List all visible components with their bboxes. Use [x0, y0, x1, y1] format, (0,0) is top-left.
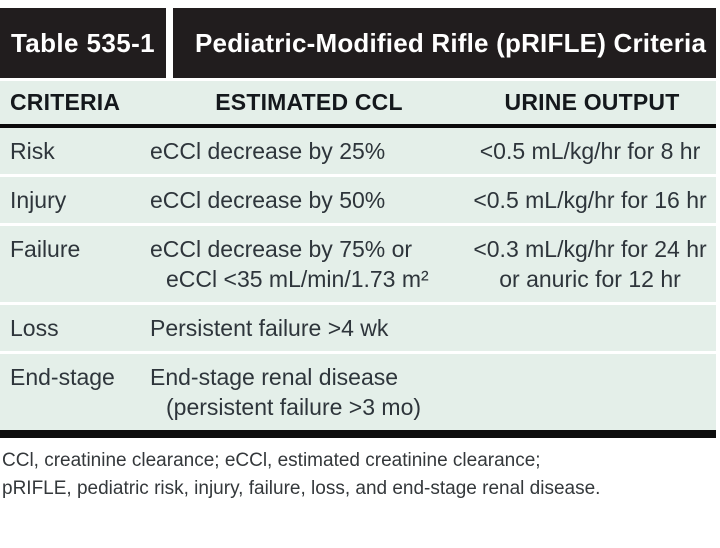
estimated-ccl-cell: eCCl decrease by 50%: [150, 187, 386, 213]
urine-output-cell: <0.5 mL/kg/hr for 16 hr: [473, 187, 707, 213]
column-header-urine-output: URINE OUTPUT: [504, 89, 680, 115]
estimated-ccl-cell: Persistent failure >4 wk: [150, 315, 389, 341]
urine-output-cell: <0.3 mL/kg/hr for 24 hr or anuric for 12…: [473, 236, 707, 292]
table-header-bar: Table 535-1 Pediatric-Modified Rifle (pR…: [0, 8, 716, 78]
table-number-label: Table 535-1: [10, 27, 156, 58]
footnote-line-1: CCl, creatinine clearance; eCCl, estimat…: [2, 450, 541, 471]
table-row-injury: Injury eCCl decrease by 50% <0.5 mL/kg/h…: [0, 174, 716, 223]
table-title: Pediatric-Modified Rifle (pRIFLE) Criter…: [195, 27, 707, 58]
column-header-estimated-ccl: ESTIMATED CCL: [215, 89, 403, 115]
table-bottom-rule: [0, 430, 716, 438]
table-row-loss: Loss Persistent failure >4 wk: [0, 302, 716, 351]
criteria-cell: Risk: [10, 138, 55, 164]
footnote-line-2: pRIFLE, pediatric risk, injury, failure,…: [2, 478, 601, 499]
criteria-cell: End-stage: [10, 364, 115, 390]
criteria-cell: Failure: [10, 236, 81, 262]
column-header-criteria: CRITERIA: [10, 89, 121, 115]
table-row-end-stage: End-stage End-stage renal disease (persi…: [0, 351, 716, 430]
table: CRITERIA ESTIMATED CCL URINE OUTPUT Risk…: [0, 81, 716, 430]
urine-output-cell: [468, 313, 712, 343]
criteria-cell: Injury: [10, 187, 67, 213]
page: Table 535-1 Pediatric-Modified Rifle (pR…: [0, 8, 720, 548]
estimated-ccl-cell: eCCl decrease by 25%: [150, 138, 386, 164]
column-header-row: CRITERIA ESTIMATED CCL URINE OUTPUT: [0, 81, 716, 128]
criteria-cell: Loss: [10, 315, 59, 341]
table-row-risk: Risk eCCl decrease by 25% <0.5 mL/kg/hr …: [0, 128, 716, 174]
urine-output-cell: <0.5 mL/kg/hr for 8 hr: [479, 138, 701, 164]
estimated-ccl-cell: End-stage renal disease (persistent fail…: [150, 364, 422, 420]
urine-output-cell: [468, 362, 712, 422]
header-divider: [166, 8, 173, 78]
footnote: CCl, creatinine clearance; eCCl, estimat…: [0, 438, 720, 503]
table-row-failure: Failure eCCl decrease by 75% or eCCl <35…: [0, 223, 716, 302]
estimated-ccl-cell: eCCl decrease by 75% or eCCl <35 mL/min/…: [150, 236, 429, 292]
